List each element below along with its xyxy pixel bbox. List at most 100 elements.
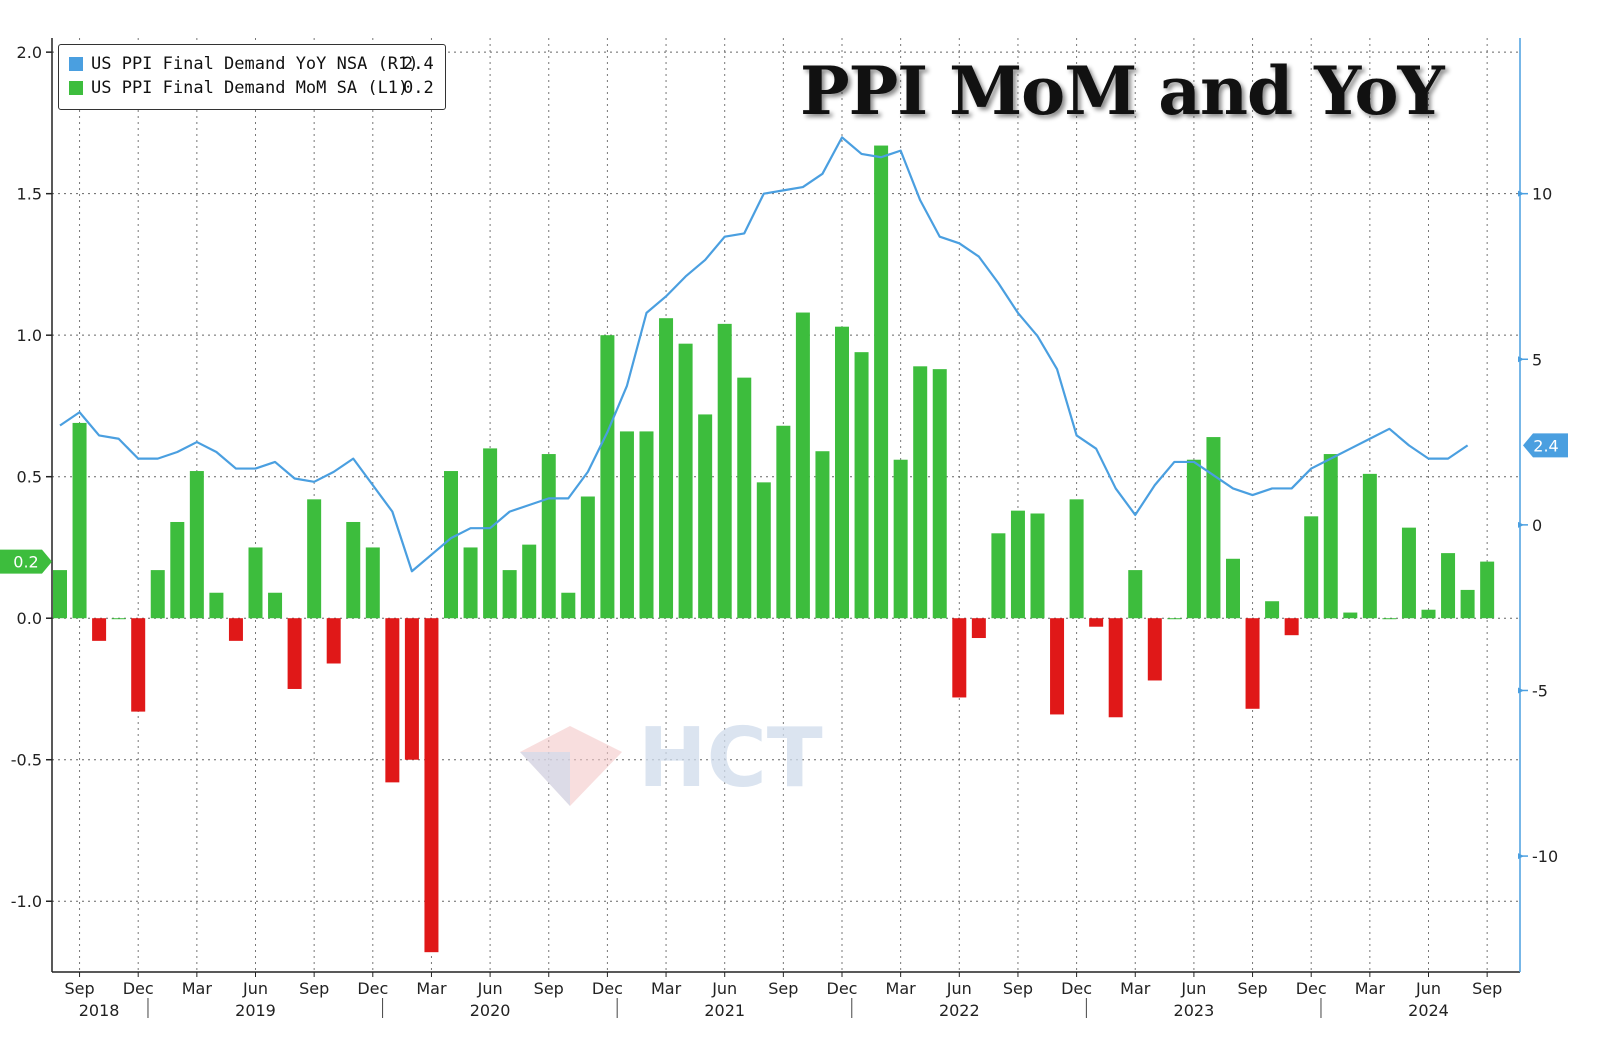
- x-tick-label: Jun: [946, 979, 972, 998]
- bar: [737, 377, 752, 619]
- bar: [53, 570, 67, 619]
- bar: [248, 547, 263, 619]
- x-year-label: 2022: [939, 1001, 980, 1020]
- bar: [1304, 516, 1319, 619]
- left-tick-label: 1.5: [17, 185, 42, 204]
- left-tick-label: -0.5: [11, 751, 42, 770]
- bar: [756, 482, 771, 619]
- bar: [1460, 589, 1475, 619]
- bar: [1050, 618, 1065, 715]
- x-tick-label: Sep: [534, 979, 564, 998]
- right-tick-arrow: [1518, 521, 1524, 528]
- x-tick-label: Mar: [1120, 979, 1151, 998]
- bar: [854, 352, 869, 619]
- left-tick-label: -1.0: [11, 892, 42, 911]
- bar: [1441, 553, 1456, 619]
- right-last-value-label: 2.4: [1533, 436, 1558, 455]
- bar: [1167, 618, 1182, 620]
- right-tick-label: -5: [1532, 681, 1548, 700]
- legend-swatch-mom: [69, 81, 83, 95]
- bar: [913, 366, 928, 619]
- x-tick-label: Jun: [1180, 979, 1206, 998]
- bar: [1226, 558, 1240, 619]
- x-tick-label: Dec: [592, 979, 623, 998]
- bar: [92, 618, 107, 641]
- x-tick-label: Sep: [768, 979, 798, 998]
- left-tick-label: 0.5: [17, 468, 42, 487]
- bar: [698, 414, 713, 619]
- bar: [1323, 454, 1338, 619]
- x-tick-label: Sep: [1237, 979, 1267, 998]
- bar: [326, 618, 341, 664]
- bar: [541, 454, 556, 619]
- bar: [776, 425, 791, 619]
- x-tick-label: Jun: [242, 979, 268, 998]
- bar: [385, 618, 400, 783]
- bar: [932, 369, 947, 619]
- right-tick-arrow: [1518, 853, 1524, 860]
- legend-item-mom: US PPI Final Demand MoM SA (L1) 0.2: [69, 78, 434, 98]
- bar: [600, 335, 615, 619]
- watermark-text: HCT: [638, 711, 823, 806]
- bar: [287, 618, 302, 689]
- bar: [561, 592, 576, 619]
- bar: [268, 592, 283, 619]
- bar: [1245, 618, 1260, 709]
- x-year-label: 2023: [1174, 1001, 1215, 1020]
- bar: [365, 547, 380, 619]
- bar: [971, 618, 986, 639]
- bar: [815, 451, 830, 619]
- bar: [1069, 499, 1084, 619]
- x-tick-label: Sep: [1472, 979, 1502, 998]
- bar: [795, 312, 810, 619]
- bar: [502, 570, 517, 619]
- yoy-line: [59, 136, 1469, 573]
- x-tick-label: Sep: [64, 979, 94, 998]
- bar: [991, 533, 1006, 619]
- bar: [1362, 473, 1377, 619]
- bar: [1284, 618, 1299, 636]
- chart-title: PPI MoM and YoY: [800, 52, 1445, 130]
- right-tick-arrow: [1518, 687, 1524, 694]
- bar: [111, 618, 126, 620]
- bar: [346, 521, 361, 619]
- legend-swatch-yoy: [69, 57, 83, 71]
- watermark-logo-shade: [520, 752, 570, 806]
- bar: [1265, 601, 1280, 619]
- bar: [72, 422, 87, 619]
- bar: [307, 499, 322, 619]
- left-tick-label: 2.0: [17, 43, 42, 62]
- x-tick-label: Mar: [416, 979, 447, 998]
- right-tick-label: 0: [1532, 516, 1542, 535]
- right-tick-label: 5: [1532, 350, 1542, 369]
- bar: [1128, 570, 1143, 619]
- bar: [424, 618, 439, 953]
- legend: US PPI Final Demand YoY NSA (R1) 2.4 US …: [58, 44, 446, 110]
- right-tick-label: -10: [1532, 847, 1558, 866]
- bar: [404, 618, 419, 760]
- bar: [1421, 609, 1436, 619]
- bar: [1010, 510, 1025, 619]
- x-year-label: 2020: [470, 1001, 511, 1020]
- bar: [1206, 437, 1221, 619]
- bar: [619, 431, 634, 619]
- watermark-logo-icon: [520, 726, 622, 806]
- bar: [150, 570, 165, 619]
- x-tick-label: Dec: [1296, 979, 1327, 998]
- bar: [483, 448, 498, 619]
- x-tick-label: Dec: [357, 979, 388, 998]
- bar: [189, 471, 204, 619]
- x-year-label: 2018: [79, 1001, 120, 1020]
- right-tick-arrow: [1518, 356, 1524, 363]
- bar: [717, 323, 732, 619]
- bar: [1480, 561, 1495, 619]
- bar: [131, 618, 146, 712]
- left-tick-label: 1.0: [17, 326, 42, 345]
- x-year-label: 2024: [1408, 1001, 1449, 1020]
- x-tick-label: Dec: [123, 979, 154, 998]
- bar: [1401, 527, 1416, 619]
- x-tick-label: Dec: [827, 979, 858, 998]
- bar: [874, 145, 889, 619]
- bar: [1382, 618, 1397, 620]
